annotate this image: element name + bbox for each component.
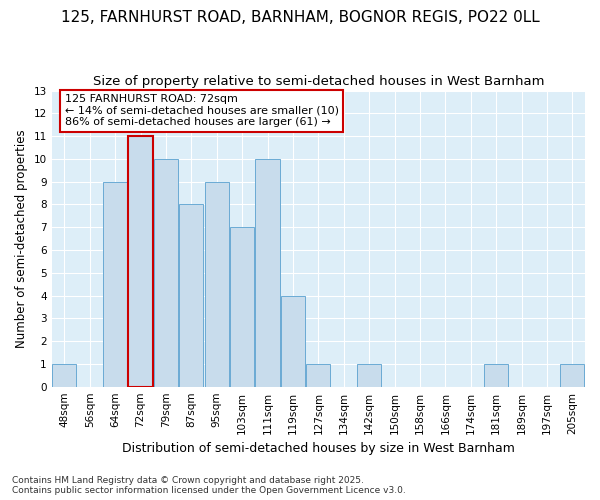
Bar — [52, 364, 76, 386]
Bar — [230, 227, 254, 386]
Bar — [256, 159, 280, 386]
Text: 125, FARNHURST ROAD, BARNHAM, BOGNOR REGIS, PO22 0LL: 125, FARNHURST ROAD, BARNHAM, BOGNOR REG… — [61, 10, 539, 25]
Bar — [484, 364, 508, 386]
Bar — [306, 364, 331, 386]
Bar — [103, 182, 127, 386]
Title: Size of property relative to semi-detached houses in West Barnham: Size of property relative to semi-detach… — [92, 75, 544, 88]
X-axis label: Distribution of semi-detached houses by size in West Barnham: Distribution of semi-detached houses by … — [122, 442, 515, 455]
Bar — [560, 364, 584, 386]
Text: Contains HM Land Registry data © Crown copyright and database right 2025.
Contai: Contains HM Land Registry data © Crown c… — [12, 476, 406, 495]
Bar — [205, 182, 229, 386]
Bar — [281, 296, 305, 386]
Bar — [179, 204, 203, 386]
Y-axis label: Number of semi-detached properties: Number of semi-detached properties — [15, 130, 28, 348]
Bar — [357, 364, 381, 386]
Bar — [128, 136, 152, 386]
Text: 125 FARNHURST ROAD: 72sqm
← 14% of semi-detached houses are smaller (10)
86% of : 125 FARNHURST ROAD: 72sqm ← 14% of semi-… — [65, 94, 338, 127]
Bar — [154, 159, 178, 386]
